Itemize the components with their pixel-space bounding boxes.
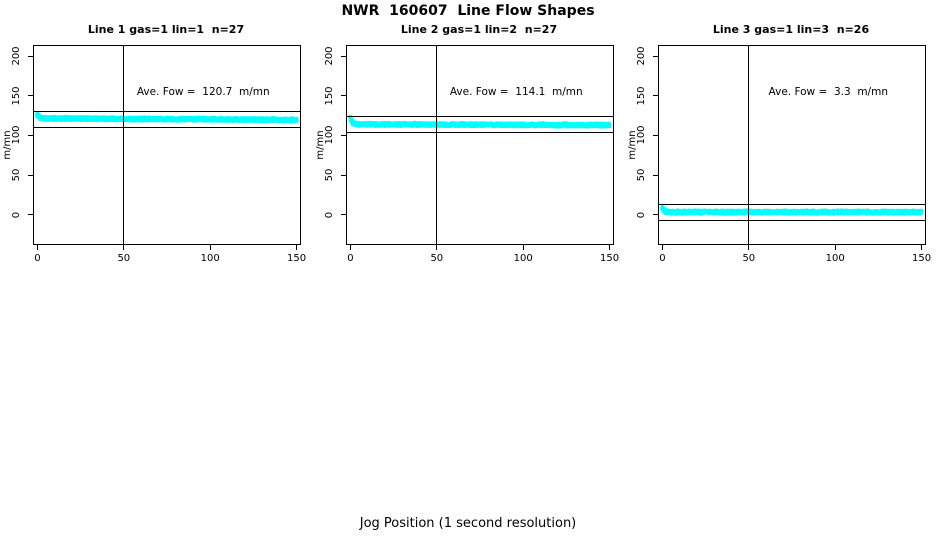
subplot-line2: Line 2 gas=1 lin=2 n=27 Ave. Fow = 114.1… [315, 23, 619, 265]
x-tick-label: 100 [200, 253, 220, 264]
y-tick-mark [341, 174, 346, 176]
x-tick-mark [36, 245, 38, 250]
y-tick-label: 0 [324, 211, 335, 218]
x-tick-mark [436, 245, 438, 250]
vertical-reference-line [436, 46, 438, 244]
plot-box: Ave. Fow = 114.1 m/mn 0 50 100 150 0 50 100 150… [315, 45, 619, 264]
ave-flow-annotation: Ave. Fow = 114.1 m/mn [449, 85, 583, 98]
lower-reference-line [659, 219, 925, 221]
y-tick-mark [28, 134, 33, 136]
ave-flow-annotation: Ave. Fow = 3.3 m/mn [768, 85, 888, 98]
x-tick-label: 0 [34, 253, 41, 264]
x-tick-label: 150 [911, 253, 932, 264]
x-tick-mark [349, 245, 351, 250]
upper-reference-line [659, 203, 925, 205]
upper-reference-line [34, 110, 300, 112]
lower-reference-line [34, 126, 300, 128]
x-tick-label: 50 [742, 253, 756, 264]
x-tick-mark [609, 245, 611, 250]
y-axis-unit-label: m/mn [627, 130, 638, 160]
y-tick-mark [653, 95, 658, 97]
y-tick-mark [341, 134, 346, 136]
flow-trace-points [35, 111, 299, 124]
y-axis-unit-label: m/mn [2, 130, 13, 160]
plot-box: Ave. Fow = 3.3 m/mn 0 50 100 150 0 50 100 150 20… [627, 45, 931, 264]
x-tick-mark [522, 245, 524, 250]
y-tick-label: 200 [11, 46, 22, 66]
y-tick-label: 200 [324, 46, 335, 66]
x-tick-mark [834, 245, 836, 250]
x-tick-label: 100 [825, 253, 845, 264]
x-tick-mark [296, 245, 298, 250]
plot-box: Ave. Fow = 120.7 m/mn 0 50 100 150 0 50 100 150… [2, 45, 306, 264]
x-tick-mark [921, 245, 923, 250]
subplot-title: Line 3 gas=1 lin=3 n=26 [712, 23, 870, 36]
x-tick-mark [209, 245, 211, 250]
vertical-reference-line [123, 46, 125, 244]
y-tick-label: 0 [11, 211, 22, 218]
y-tick-mark [653, 214, 658, 216]
vertical-reference-line [748, 46, 750, 244]
y-tick-mark [653, 174, 658, 176]
subplot-line3: Line 3 gas=1 lin=3 n=26 Ave. Fow = 3.3 m… [627, 23, 931, 265]
subplot-title: Line 1 gas=1 lin=1 n=27 [87, 23, 245, 36]
x-tick-mark [661, 245, 663, 250]
x-tick-label: 0 [347, 253, 354, 264]
y-axis-unit-label: m/mn [315, 130, 326, 160]
x-tick-mark [123, 245, 125, 250]
y-tick-label: 0 [636, 211, 647, 218]
y-tick-label: 150 [636, 86, 647, 106]
x-tick-label: 150 [599, 253, 620, 264]
y-tick-mark [28, 214, 33, 216]
subplot-line1: Line 1 gas=1 lin=1 n=27 Ave. Fow = 120.7… [2, 23, 306, 265]
upper-reference-line [347, 115, 613, 117]
flow-trace-points [348, 114, 612, 129]
x-axis-label: Jog Position (1 second resolution) [359, 516, 577, 531]
x-tick-mark [748, 245, 750, 250]
lower-reference-line [347, 131, 613, 133]
x-tick-label: 50 [430, 253, 444, 264]
x-tick-label: 50 [117, 253, 131, 264]
y-tick-label: 150 [324, 86, 335, 106]
y-tick-mark [28, 55, 33, 57]
y-tick-mark [28, 174, 33, 176]
y-tick-mark [341, 214, 346, 216]
y-tick-mark [341, 95, 346, 97]
flow-trace-points [660, 205, 924, 216]
subplot-title: Line 2 gas=1 lin=2 n=27 [400, 23, 558, 36]
y-tick-mark [28, 95, 33, 97]
main-title: NWR 160607 Line Flow Shapes [341, 3, 595, 19]
x-tick-label: 150 [286, 253, 307, 264]
y-tick-mark [653, 55, 658, 57]
y-tick-label: 150 [11, 86, 22, 106]
x-tick-label: 100 [513, 253, 533, 264]
y-tick-mark [653, 134, 658, 136]
y-tick-label: 200 [636, 46, 647, 66]
y-tick-mark [341, 55, 346, 57]
ave-flow-annotation: Ave. Fow = 120.7 m/mn [136, 85, 270, 98]
x-tick-label: 0 [659, 253, 666, 264]
